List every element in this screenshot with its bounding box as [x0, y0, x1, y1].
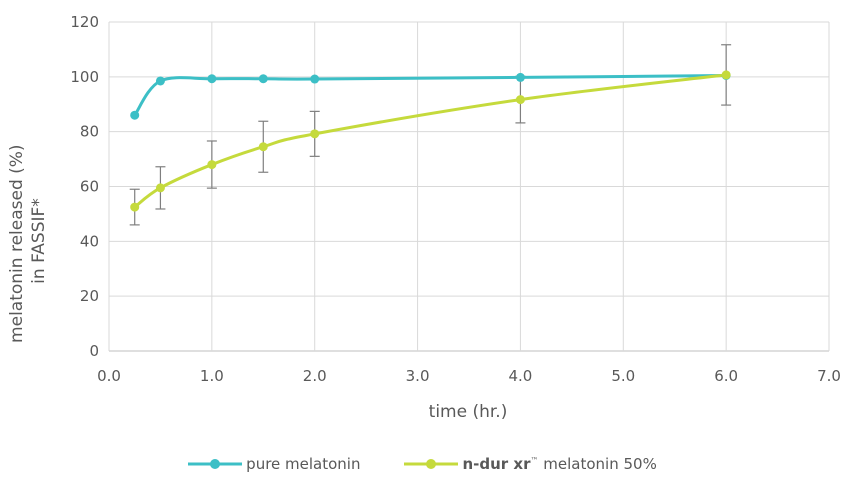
y-tick-label: 80: [80, 123, 99, 141]
y-tick-labels: 0 20 40 60 80 100 120: [70, 13, 99, 360]
trademark-symbol: ™: [530, 456, 539, 465]
y-tick-label: 40: [80, 232, 99, 250]
series-line-1: [133, 73, 727, 209]
data-point-series-0: [130, 110, 140, 120]
y-axis-title-line2: in FASSIF*: [29, 198, 49, 284]
y-tick-label: 100: [70, 68, 99, 86]
legend-label-pure-melatonin: pure melatonin: [246, 455, 361, 473]
data-point-series-1: [721, 70, 731, 80]
x-tick-label: 1.0: [200, 367, 224, 385]
legend: pure melatonin n-dur xr™ melatonin 50%: [0, 452, 845, 476]
legend-swatch-marker: [210, 459, 221, 469]
y-tick-label: 0: [89, 342, 99, 360]
data-point-series-0: [207, 74, 217, 84]
data-point-series-1: [207, 160, 217, 170]
data-point-series-0: [310, 74, 320, 84]
x-tick-label: 4.0: [508, 367, 532, 385]
x-tick-label: 2.0: [303, 367, 327, 385]
grid: [108, 21, 830, 352]
legend-swatch-pure-melatonin: [188, 459, 243, 469]
legend-item-pure-melatonin[interactable]: pure melatonin: [188, 455, 360, 473]
error-bars: [129, 44, 732, 226]
series-lines: [133, 73, 727, 209]
data-point-series-0: [258, 74, 268, 84]
x-tick-label: 0.0: [97, 367, 121, 385]
data-point-series-1: [130, 202, 140, 212]
x-tick-label: 6.0: [714, 367, 738, 385]
legend-label-brand: n-dur xr: [462, 455, 531, 473]
data-point-series-0: [515, 72, 525, 82]
x-tick-label: 3.0: [406, 367, 430, 385]
chart: 0.0 1.0 2.0 3.0 4.0 5.0 6.0 7.0 0 20 40 60 80 100 120…: [7, 13, 841, 422]
y-axis-title-line1: melatonin released (%): [7, 144, 27, 343]
legend-label-ndur-melatonin: n-dur xr™ melatonin 50%: [462, 455, 656, 473]
y-tick-label: 120: [70, 13, 99, 31]
x-tick-labels: 0.0 1.0 2.0 3.0 4.0 5.0 6.0 7.0: [97, 367, 841, 385]
x-tick-label: 7.0: [817, 367, 841, 385]
y-tick-label: 20: [80, 287, 99, 305]
legend-swatch-ndur-melatonin: [404, 459, 459, 469]
series-line-0: [133, 73, 727, 117]
data-point-series-1: [310, 129, 320, 139]
data-point-series-1: [258, 142, 268, 152]
data-point-series-1: [155, 183, 165, 193]
data-point-series-1: [515, 95, 525, 105]
data-point-series-0: [155, 76, 165, 86]
legend-item-ndur-melatonin[interactable]: n-dur xr™ melatonin 50%: [404, 455, 657, 473]
x-tick-label: 5.0: [611, 367, 635, 385]
legend-label-rest: melatonin 50%: [538, 455, 657, 473]
data-points: [130, 70, 731, 212]
x-axis-title: time (hr.): [429, 402, 508, 422]
legend-swatch-marker: [426, 459, 437, 469]
y-tick-label: 60: [80, 178, 99, 196]
y-axis-title: melatonin released (%) in FASSIF*: [7, 139, 49, 343]
